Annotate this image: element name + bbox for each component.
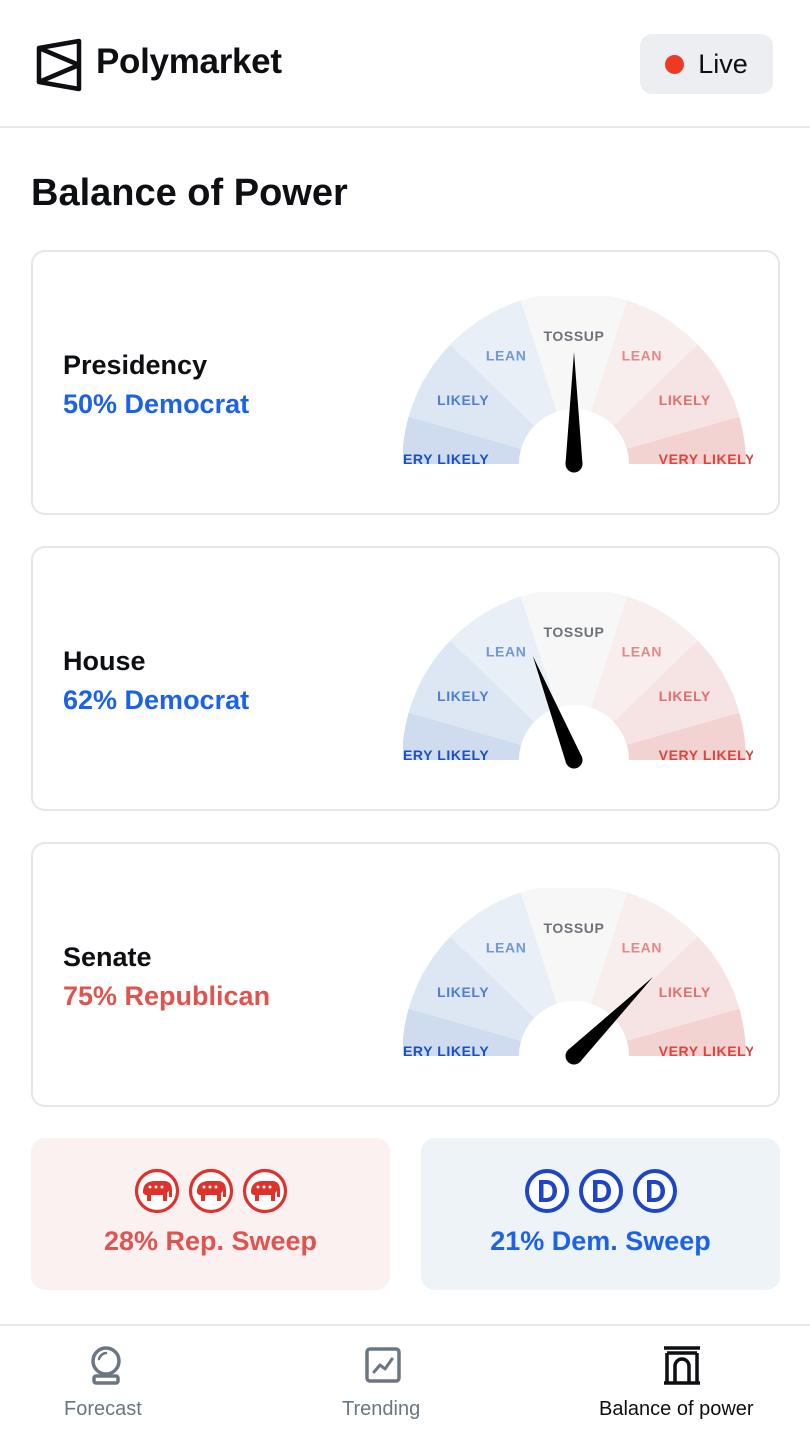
nav-label-trending: Trending (342, 1398, 421, 1420)
gauge-sector-3 (520, 888, 628, 1004)
gauge-label-tossup: TOSSUP (544, 624, 605, 640)
gauge-needle-pivot (565, 1047, 583, 1065)
bottom-nav: Forecast Trending Balance of power (0, 1324, 810, 1440)
page-title: Balance of Power (31, 172, 348, 214)
race-value: 75% Republican (63, 981, 271, 1011)
gauge-sector-6 (626, 1008, 746, 1056)
elephant-icon (242, 1168, 287, 1214)
gauge-label-tossup: TOSSUP (544, 328, 605, 344)
gauge-needle-pivot (565, 751, 583, 769)
gauge-needle (567, 976, 654, 1063)
gauge-label-likely: LIKELY (659, 392, 711, 408)
gauge-sector-1 (408, 640, 535, 745)
gauge-label-likely: LIKELY (437, 392, 489, 408)
gauge-sector-1 (408, 936, 535, 1041)
gauge-needle-pivot (565, 455, 583, 473)
gauge-label-very-likely: VERY LIKELY (659, 747, 753, 763)
dem-sweep-card[interactable]: 21% Dem. Sweep (421, 1138, 780, 1290)
rep-sweep-icons (31, 1168, 390, 1214)
dem-sweep-icons (421, 1168, 780, 1214)
gauge-sector-5 (613, 344, 740, 449)
gauge-sector-5 (613, 640, 740, 745)
gauge-sector-2 (450, 596, 558, 722)
race-card-house[interactable]: House 62% Democrat VERY LIKELY LIKELY LEAN… (31, 546, 780, 811)
gauge-label-very-likely: VERY LIKELY (403, 747, 489, 763)
nav-label-forecast: Forecast (64, 1398, 142, 1420)
gauge-sector-6 (626, 416, 746, 464)
race-gauge: VERY LIKELY LIKELY LEAN TOSSUP LEAN LIKELY VER… (403, 888, 753, 1065)
gauge-label-lean: LEAN (486, 643, 527, 659)
race-name: Senate (63, 942, 152, 972)
gauge-sector-6 (626, 712, 746, 760)
race-gauge: VERY LIKELY LIKELY LEAN TOSSUP LEAN LIKELY VER… (403, 592, 753, 769)
democrat-d-icon (524, 1169, 569, 1213)
gauge-label-likely: LIKELY (437, 688, 489, 704)
gauge-label-lean: LEAN (622, 643, 663, 659)
rep-sweep-label: 28% Rep. Sweep (103, 1226, 318, 1256)
race-name: House (63, 646, 146, 676)
gauge-sector-4 (590, 892, 698, 1018)
gauge-label-very-likely: VERY LIKELY (403, 1043, 489, 1059)
live-dot-icon (665, 54, 685, 74)
gauge-sector-2 (450, 300, 558, 426)
gauge-needle (565, 352, 583, 464)
gauge-label-lean: LEAN (486, 347, 527, 363)
gauge-label-very-likely: VERY LIKELY (659, 451, 753, 467)
race-name: Presidency (63, 350, 208, 380)
race-value: 62% Democrat (63, 685, 250, 715)
gauge-sector-0 (403, 712, 522, 760)
crystal-ball-icon (91, 1346, 121, 1385)
race-card-senate[interactable]: Senate 75% Republican VERY LIKELY LIKELY L… (31, 842, 780, 1107)
gauge-sector-3 (520, 592, 628, 708)
app-header: Polymarket Live (0, 0, 810, 128)
democrat-d-icon (578, 1169, 623, 1213)
gauge-label-lean: LEAN (622, 347, 663, 363)
polymarket-logo-icon[interactable] (36, 38, 82, 92)
nav-item-balance-of-power[interactable]: Balance of power (590, 1326, 790, 1442)
capitol-icon (664, 1346, 700, 1385)
live-label: Live (698, 48, 748, 79)
rep-sweep-card[interactable]: 28% Rep. Sweep (31, 1138, 390, 1290)
gauge-needle (532, 655, 582, 764)
gauge-sector-0 (403, 1008, 522, 1056)
dem-sweep-label: 21% Dem. Sweep (490, 1226, 711, 1256)
gauge-label-very-likely: VERY LIKELY (403, 451, 489, 467)
gauge-sector-4 (590, 300, 698, 426)
nav-item-forecast[interactable]: Forecast (0, 1326, 210, 1442)
app-name[interactable]: Polymarket (96, 42, 282, 81)
gauge-label-lean: LEAN (622, 939, 663, 955)
race-gauge: VERY LIKELY LIKELY LEAN TOSSUP LEAN LIKELY VER… (403, 296, 753, 473)
democrat-d-icon (632, 1169, 677, 1213)
elephant-icon (134, 1168, 179, 1214)
gauge-sector-5 (613, 936, 740, 1041)
race-value: 50% Democrat (63, 389, 250, 419)
nav-item-trending[interactable]: Trending (270, 1326, 500, 1442)
nav-label-balance-of-power: Balance of power (599, 1398, 754, 1420)
gauge-sector-1 (408, 344, 535, 449)
gauge-label-likely: LIKELY (659, 688, 711, 704)
gauge-label-lean: LEAN (486, 939, 527, 955)
gauge-sector-2 (450, 892, 558, 1018)
gauge-sector-0 (403, 416, 522, 464)
live-button[interactable]: Live (640, 34, 773, 94)
gauge-label-very-likely: VERY LIKELY (659, 1043, 753, 1059)
race-card-presidency[interactable]: Presidency 50% Democrat VERY LIKELY LIKEL… (31, 250, 780, 515)
trend-chart-icon (365, 1347, 401, 1383)
gauge-label-tossup: TOSSUP (544, 920, 605, 936)
gauge-sector-4 (590, 596, 698, 722)
gauge-label-likely: LIKELY (437, 984, 489, 1000)
gauge-label-likely: LIKELY (659, 984, 711, 1000)
elephant-icon (188, 1168, 233, 1214)
